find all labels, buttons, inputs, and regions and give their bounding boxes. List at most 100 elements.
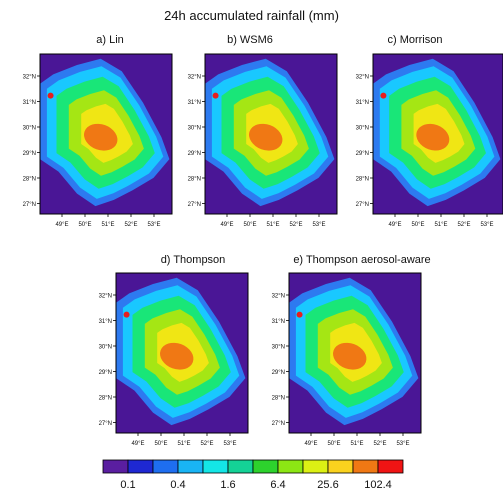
lon-tick-label: 50°E: [78, 222, 91, 228]
colorbar-swatch: [227, 459, 254, 474]
lat-tick-label: 31°N: [188, 100, 201, 106]
panel-title-wsm6: b) WSM6: [227, 34, 273, 46]
map-frame: [288, 272, 422, 434]
lon-tick-label: 50°E: [243, 222, 256, 228]
colorbar-label: 25.6: [317, 479, 338, 491]
map-morrison: 32°N 31°N 30°N 29°N 28°N 27°N 49°E 50°E 51°E 52°E…: [356, 53, 503, 228]
lat-tick-label: 32°N: [272, 294, 285, 300]
figure-title: 24h accumulated rainfall (mm): [164, 8, 339, 23]
rain-core: [416, 123, 450, 151]
lon-tick-label: 52°E: [373, 441, 386, 447]
lat-tick-label: 30°N: [356, 126, 369, 132]
lon-tick-label: 49°E: [220, 222, 233, 228]
lon-tick-label: 49°E: [55, 222, 68, 228]
lon-tick-label: 52°E: [289, 222, 302, 228]
panel-title-thompson: d) Thompson: [160, 254, 226, 266]
colorbar-swatch: [352, 459, 379, 474]
colorbar-swatch: [277, 459, 304, 474]
lat-tick-label: 27°N: [23, 202, 36, 208]
colorbar-swatch: [302, 459, 329, 474]
lon-tick-label: 50°E: [154, 441, 167, 447]
lon-tick-label: 53°E: [147, 222, 160, 228]
lon-tick-label: 50°E: [327, 441, 340, 447]
panel-title-morrison: c) Morrison: [387, 34, 443, 46]
lon-tick-label: 51°E: [434, 222, 447, 228]
lat-tick-label: 31°N: [356, 100, 369, 106]
colorbar-swatch: [177, 459, 204, 474]
colorbar-swatch: [377, 459, 404, 474]
lat-tick-label: 31°N: [23, 100, 36, 106]
lat-tick-label: 27°N: [188, 202, 201, 208]
lat-tick-label: 29°N: [272, 370, 285, 376]
rain-max-spot: [47, 92, 54, 99]
panel-title-lin: a) Lin: [96, 34, 124, 46]
lat-tick-label: 27°N: [99, 421, 112, 427]
rain-core: [249, 123, 283, 151]
lat-tick-label: 28°N: [188, 177, 201, 183]
map-lin: 32°N 31°N 30°N 29°N 28°N 27°N 49°E 50°E 51°E 52°E…: [23, 53, 173, 228]
map-wsm6: 32°N 31°N 30°N 29°N 28°N 27°N 49°E 50°E 51°E 52°E…: [188, 53, 338, 228]
lat-tick-label: 32°N: [99, 294, 112, 300]
lon-tick-label: 53°E: [312, 222, 325, 228]
colorbar-label: 6.4: [270, 479, 285, 491]
map-frame: [372, 53, 503, 215]
map-thompson-aerosol: 32°N 31°N 30°N 29°N 28°N 27°N 49°E 50°E 51°E 52°E…: [272, 272, 422, 447]
map-frame: [39, 53, 173, 215]
lon-tick-label: 51°E: [177, 441, 190, 447]
rain-core: [84, 123, 118, 151]
lat-tick-label: 32°N: [356, 75, 369, 81]
lat-tick-label: 31°N: [272, 319, 285, 325]
lat-tick-label: 31°N: [99, 319, 112, 325]
lat-tick-label: 29°N: [99, 370, 112, 376]
lon-tick-label: 51°E: [350, 441, 363, 447]
lon-tick-label: 49°E: [388, 222, 401, 228]
lon-tick-label: 52°E: [124, 222, 137, 228]
lon-tick-label: 49°E: [131, 441, 144, 447]
lat-tick-label: 28°N: [99, 396, 112, 402]
map-frame: [115, 272, 249, 434]
lat-tick-label: 32°N: [23, 75, 36, 81]
lon-tick-label: 51°E: [266, 222, 279, 228]
lat-tick-label: 30°N: [272, 345, 285, 351]
colorbar-label: 0.1: [120, 479, 135, 491]
lat-tick-label: 29°N: [356, 151, 369, 157]
rain-max-spot: [296, 311, 303, 318]
rain-core: [333, 342, 367, 370]
rain-core: [160, 342, 194, 370]
colorbar-swatch: [127, 459, 154, 474]
rain-max-spot: [123, 311, 130, 318]
lat-tick-label: 28°N: [272, 396, 285, 402]
lon-tick-label: 53°E: [396, 441, 409, 447]
colorbar-swatch: [327, 459, 354, 474]
lat-tick-label: 28°N: [23, 177, 36, 183]
colorbar-swatch: [202, 459, 229, 474]
rain-max-spot: [380, 92, 387, 99]
lat-tick-label: 30°N: [188, 126, 201, 132]
lat-tick-label: 27°N: [356, 202, 369, 208]
lon-tick-label: 53°E: [223, 441, 236, 447]
lat-tick-label: 27°N: [272, 421, 285, 427]
lon-tick-label: 49°E: [304, 441, 317, 447]
lon-tick-label: 52°E: [457, 222, 470, 228]
lat-tick-label: 29°N: [23, 151, 36, 157]
colorbar-swatch: [102, 459, 129, 474]
lat-tick-label: 30°N: [99, 345, 112, 351]
panel-title-thompson-aerosol: e) Thompson aerosol-aware: [293, 254, 431, 266]
colorbar-label: 0.4: [170, 479, 185, 491]
colorbar-label: 102.4: [364, 479, 392, 491]
colorbar: 0.1 0.4 1.6 6.4 25.6 102.4: [102, 459, 404, 491]
lat-tick-label: 29°N: [188, 151, 201, 157]
lon-tick-label: 52°E: [200, 441, 213, 447]
map-frame: [204, 53, 338, 215]
lon-tick-label: 51°E: [101, 222, 114, 228]
map-thompson: 32°N 31°N 30°N 29°N 28°N 27°N 49°E 50°E 51°E 52°E…: [99, 272, 249, 447]
colorbar-swatch: [252, 459, 279, 474]
colorbar-label: 1.6: [220, 479, 235, 491]
colorbar-swatch: [152, 459, 179, 474]
lat-tick-label: 32°N: [188, 75, 201, 81]
lat-tick-label: 30°N: [23, 126, 36, 132]
lon-tick-label: 53°E: [480, 222, 493, 228]
rain-max-spot: [212, 92, 219, 99]
lon-tick-label: 50°E: [411, 222, 424, 228]
